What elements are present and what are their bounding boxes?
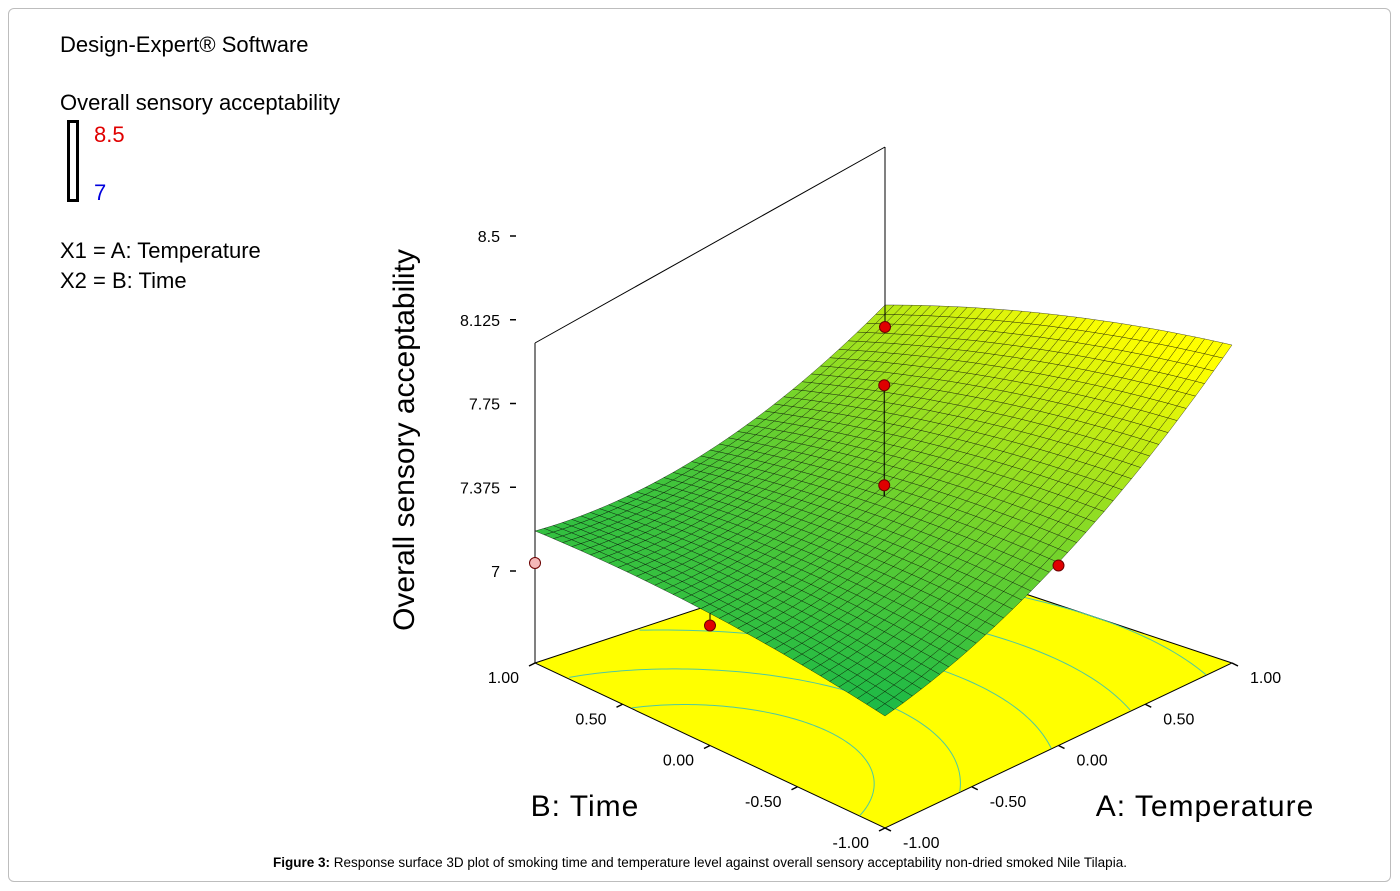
factor-label-x1: X1 = A: Temperature	[60, 238, 261, 263]
floor-contour	[631, 704, 875, 816]
z-tick-label: 8.125	[460, 313, 500, 330]
x-axis-ticks: -1.00 -0.50 0.00 0.50 1.00	[884, 662, 1281, 852]
y-tick-label: 0.50	[575, 711, 606, 728]
points-above-surface	[704, 305, 1065, 632]
x-tick-mark	[1058, 744, 1065, 750]
factor-label-x2: X2 = B: Time	[60, 268, 187, 293]
y-tick-mark	[528, 662, 536, 667]
color-scale-bar	[67, 120, 79, 202]
surface-cell	[1213, 342, 1233, 359]
x-tick-mark	[1144, 703, 1152, 708]
y-axis-ticks: -1.00 -0.50 0.00 0.50 1.00	[488, 662, 886, 852]
figure-frame	[8, 8, 1391, 882]
x-axis-label: A: Temperature	[1096, 790, 1315, 823]
response-name: Overall sensory acceptability	[60, 90, 341, 115]
z-tick-label: 8.5	[478, 229, 500, 246]
z-tick-label: 7.75	[469, 397, 500, 414]
design-point-11	[529, 557, 541, 569]
y-tick-label: 1.00	[488, 670, 519, 687]
y-tick-mark	[791, 786, 798, 791]
design-point-6	[879, 321, 891, 333]
x-tick-mark	[884, 827, 892, 832]
y-tick-mark	[616, 703, 623, 708]
z-tick-label: 7.375	[460, 480, 500, 497]
color-scale-max: 8.5	[94, 122, 125, 147]
design-point-1	[878, 479, 891, 492]
z-axis-ticks: 7 7.375 7.75 8.125 8.5	[460, 229, 516, 581]
x-tick-label: 1.00	[1250, 670, 1281, 687]
design-point-9	[704, 619, 716, 632]
caption-prefix: Figure 3:	[273, 855, 331, 870]
y-tick-label: -1.00	[833, 835, 870, 852]
y-tick-mark	[703, 744, 711, 750]
design-point-0	[878, 379, 891, 392]
response-surface	[534, 304, 1233, 717]
y-tick-label: 0.00	[663, 753, 694, 770]
y-tick-mark	[878, 827, 886, 832]
z-tick-label: 7	[491, 564, 500, 581]
y-tick-label: -0.50	[745, 794, 782, 811]
x-tick-label: -1.00	[903, 835, 940, 852]
x-tick-mark	[971, 786, 979, 791]
color-scale-min: 7	[94, 180, 107, 205]
x-tick-mark	[1231, 662, 1239, 667]
z-axis-label: Overall sensory acceptability	[388, 249, 421, 631]
caption-text: Response surface 3D plot of smoking time…	[330, 855, 1127, 870]
box-edge-back-left	[534, 146, 886, 344]
figure-caption: Figure 3: Response surface 3D plot of sm…	[0, 855, 1400, 870]
x-tick-label: 0.50	[1163, 711, 1194, 728]
x-tick-label: 0.00	[1077, 753, 1108, 770]
design-point-10	[1052, 559, 1065, 572]
y-axis-label: B: Time	[531, 790, 640, 823]
x-tick-label: -0.50	[990, 794, 1027, 811]
floor-contour	[569, 668, 961, 793]
software-label: Design-Expert® Software	[60, 32, 309, 57]
